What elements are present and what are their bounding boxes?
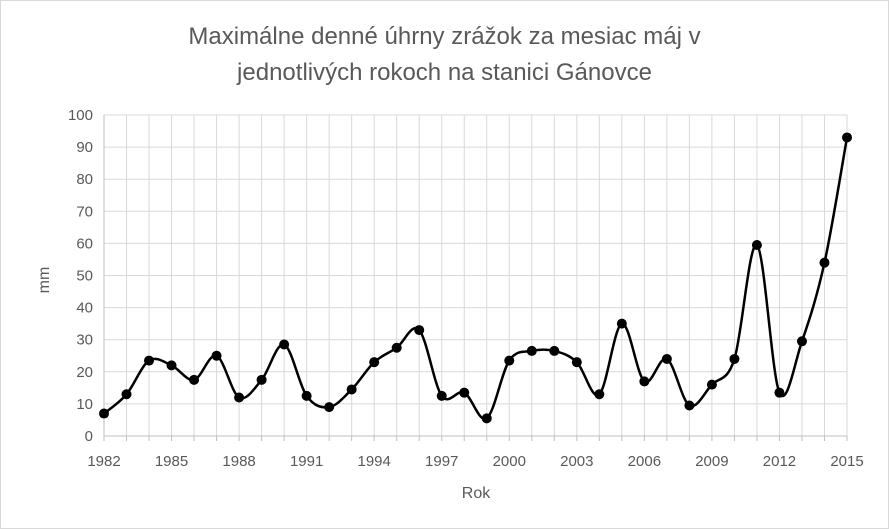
- y-tick-label: 50: [76, 268, 93, 285]
- x-tick-labels: 1982 1985 1988 1991 1994 1997 2000 2003 2006 2009…: [87, 453, 863, 470]
- data-point: [842, 132, 852, 143]
- y-tick-label: 90: [76, 139, 93, 156]
- x-axis-title: Rok: [462, 485, 491, 502]
- data-point: [616, 318, 627, 329]
- data-point: [706, 379, 717, 390]
- data-point: [121, 389, 132, 400]
- x-tick-label: 1997: [425, 453, 458, 470]
- data-point: [166, 360, 177, 371]
- y-tick-label: 70: [76, 203, 93, 220]
- x-tick-label: 1988: [222, 453, 255, 470]
- data-point: [414, 325, 425, 336]
- x-tick-label: 1982: [87, 453, 120, 470]
- data-point: [301, 390, 312, 401]
- x-tick-label: 2015: [830, 453, 863, 470]
- data-point: [729, 353, 740, 364]
- chart-title-line-2: jednotlivých rokoch na stanici Gánovce: [237, 59, 652, 86]
- y-tick-label: 60: [76, 235, 93, 252]
- data-point: [571, 357, 582, 368]
- data-point-markers: [99, 132, 852, 424]
- data-point: [684, 400, 695, 411]
- data-point: [436, 390, 447, 401]
- x-tick-label: 1991: [290, 453, 323, 470]
- y-tick-label: 0: [85, 428, 93, 445]
- y-tick-label: 20: [76, 364, 93, 381]
- x-tick-label: 1985: [155, 453, 188, 470]
- data-point: [324, 402, 335, 413]
- y-axis-title: mm: [36, 267, 53, 294]
- data-point: [459, 387, 470, 398]
- chart-title: Maximálne denné úhrny zrážok za mesiac m…: [1, 19, 888, 91]
- data-point: [504, 355, 515, 366]
- y-tick-labels: 0 10 20 30 40 50 60 70 80 90 100: [68, 107, 93, 445]
- y-tick-label: 40: [76, 300, 93, 317]
- data-point: [751, 240, 762, 251]
- gridlines: [104, 114, 848, 436]
- y-tick-label: 30: [76, 332, 93, 349]
- data-point: [211, 350, 222, 361]
- axes: [103, 115, 848, 441]
- data-point: [526, 345, 537, 356]
- data-point: [796, 336, 807, 347]
- data-point: [639, 376, 650, 387]
- data-point: [144, 355, 155, 366]
- data-point: [279, 339, 290, 350]
- data-point: [594, 389, 605, 400]
- x-tick-label: 1994: [357, 453, 390, 470]
- data-point: [819, 257, 830, 268]
- x-tick-label: 2003: [560, 453, 593, 470]
- data-point: [481, 413, 492, 424]
- y-tick-label: 80: [76, 171, 93, 188]
- x-tick-label: 2006: [628, 453, 661, 470]
- y-tick-label: 10: [76, 396, 93, 413]
- data-point: [774, 387, 785, 398]
- data-point: [99, 408, 109, 419]
- data-point: [189, 374, 200, 385]
- data-point: [549, 345, 560, 356]
- data-point: [256, 374, 267, 385]
- chart-title-line-1: Maximálne denné úhrny zrážok za mesiac m…: [188, 23, 701, 50]
- x-tick-label: 2012: [763, 453, 796, 470]
- data-point: [369, 357, 380, 368]
- data-point: [234, 392, 245, 403]
- x-tick-label: 2000: [493, 453, 526, 470]
- series-line: [103, 137, 849, 421]
- data-point: [391, 342, 402, 353]
- data-point: [661, 353, 672, 364]
- y-tick-label: 100: [68, 107, 93, 124]
- x-tick-label: 2009: [695, 453, 728, 470]
- series-line-group: [103, 137, 849, 421]
- data-point: [346, 384, 357, 395]
